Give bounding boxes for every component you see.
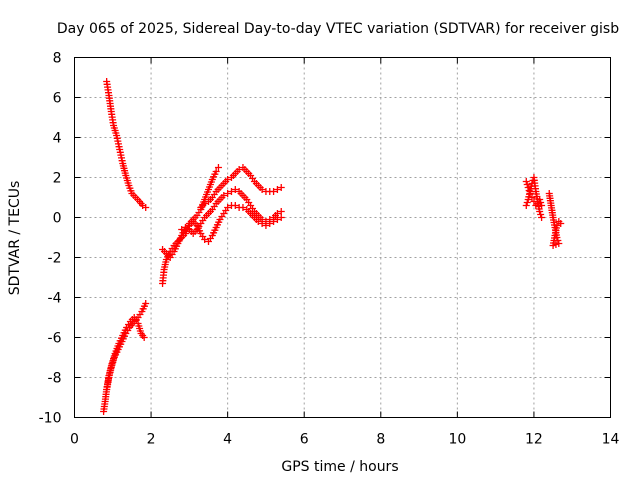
- arc-6-point: [266, 216, 274, 223]
- plot-frame: [74, 57, 611, 418]
- x-tick-label: 14: [602, 432, 620, 448]
- arc-5-point: [201, 236, 209, 243]
- y-tick-label: 6: [53, 91, 62, 107]
- arc-6-point: [273, 210, 281, 217]
- x-tick-labels: 0 2 4 6 8 10 12 14: [70, 432, 619, 448]
- arc-10-point: [553, 222, 561, 229]
- x-tick-label: 12: [525, 432, 543, 448]
- arc-6-point: [231, 186, 239, 193]
- axis-ticks: [74, 57, 611, 418]
- x-tick-label: 6: [300, 432, 309, 448]
- grid: [74, 57, 611, 418]
- arc-7-point: [201, 200, 209, 207]
- arc-8-point: [522, 178, 530, 185]
- y-tick-label: -8: [48, 371, 62, 387]
- arc-6-point: [258, 216, 266, 223]
- arc-5-point: [254, 218, 262, 225]
- arc-4-point: [212, 168, 220, 175]
- arc-2-point: [142, 300, 150, 307]
- arc-5-point: [239, 204, 247, 211]
- data-points: [100, 78, 565, 415]
- y-tick-label: -2: [48, 251, 62, 267]
- y-tick-label: -4: [48, 291, 62, 307]
- arc-7-point: [270, 188, 278, 195]
- arc-3-point: [140, 334, 148, 341]
- arc-7-point: [224, 176, 232, 183]
- x-tick-label: 8: [376, 432, 385, 448]
- arc-6-point: [178, 226, 186, 233]
- arc-6-point: [220, 192, 228, 199]
- y-tick-label: -6: [48, 331, 62, 347]
- y-tick-label: 0: [53, 211, 62, 227]
- arc-4-point: [214, 164, 222, 171]
- arc-9-point: [536, 208, 544, 215]
- x-tick-label: 10: [448, 432, 466, 448]
- y-tick-label: 8: [53, 51, 62, 67]
- arc-6-point: [277, 208, 285, 215]
- y-tick-label: 4: [53, 131, 62, 147]
- y-axis-label: SDTVAR / TECUs: [7, 181, 23, 296]
- arc-7-point: [277, 184, 285, 191]
- arc-5-point: [231, 202, 239, 209]
- arc-6-point: [262, 218, 270, 225]
- arc-1-point: [142, 204, 150, 211]
- arc-6-point: [224, 190, 232, 197]
- y-tick-label: -10: [39, 411, 62, 427]
- x-tick-label: 0: [70, 432, 79, 448]
- arc-6-point: [227, 188, 235, 195]
- chart-title: Day 065 of 2025, Sidereal Day-to-day VTE…: [57, 21, 619, 37]
- y-tick-labels: -10 -8 -6 -4 -2 0 2 4 6 8: [39, 51, 62, 427]
- x-tick-label: 2: [147, 432, 156, 448]
- arc-8-point: [523, 181, 531, 188]
- y-tick-label: 2: [53, 171, 62, 187]
- arc-5-point: [224, 204, 232, 211]
- arc-5-point: [277, 214, 285, 221]
- arc-9-point: [538, 214, 546, 221]
- x-tick-label: 4: [223, 432, 232, 448]
- x-axis-label: GPS time / hours: [281, 459, 398, 475]
- arc-9-point: [522, 202, 530, 209]
- arc-7-point: [273, 186, 281, 193]
- arc-6-point: [182, 224, 190, 231]
- arc-10-point: [557, 220, 565, 227]
- arc-5-point: [273, 216, 281, 223]
- arc-9-point: [537, 211, 545, 218]
- arc-7-point: [258, 186, 266, 193]
- arc-9-point: [523, 199, 531, 206]
